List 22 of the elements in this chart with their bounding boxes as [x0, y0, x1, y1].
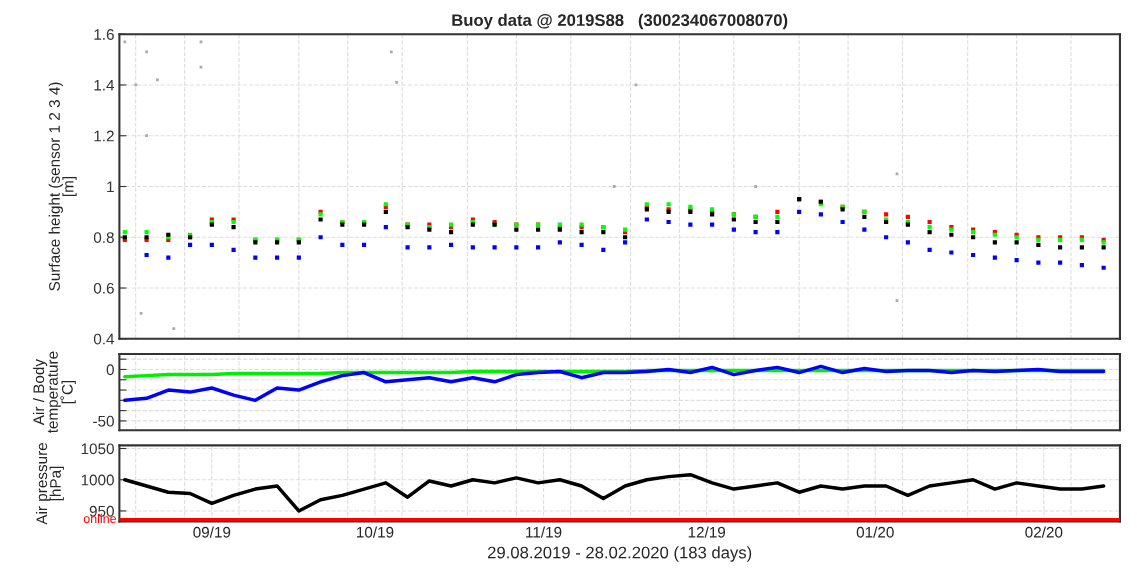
y-tick-label: 1.4: [94, 79, 115, 91]
x-tick-label: 12/19: [688, 526, 726, 538]
y-axis-title: Air / Body temperature [˚C]: [32, 351, 76, 434]
chart-title: Buoy data @ 2019S88 (300234067008070): [452, 13, 788, 30]
x-tick-label: 02/20: [1025, 526, 1063, 538]
y-tick-label: 1.6: [94, 29, 114, 40]
y-axis-title: Surface height (sensor 1 2 3 4) [m]: [48, 82, 77, 291]
x-axis-title: 29.08.2019 - 28.02.2020 (183 days): [488, 546, 752, 562]
y-tick-label: 1: [107, 181, 114, 193]
y-tick-label: -50: [93, 415, 114, 427]
y-tick-label: 1000: [81, 474, 114, 486]
y-tick-label: 1.2: [94, 130, 114, 142]
y-tick-label: 0.8: [93, 232, 114, 243]
x-tick-label: 10/19: [357, 526, 394, 538]
y-axis-title: Air pressure [hPa]: [35, 442, 64, 525]
y-tick-label: 0.4: [93, 333, 115, 345]
x-tick-label: 09/19: [193, 526, 231, 538]
x-tick-label: 11/19: [526, 526, 562, 538]
y-tick-label: 0.6: [93, 282, 114, 294]
y-tick-label: 0: [106, 364, 114, 376]
y-tick-label: 1050: [81, 443, 114, 455]
x-tick-label: 01/20: [856, 526, 894, 538]
